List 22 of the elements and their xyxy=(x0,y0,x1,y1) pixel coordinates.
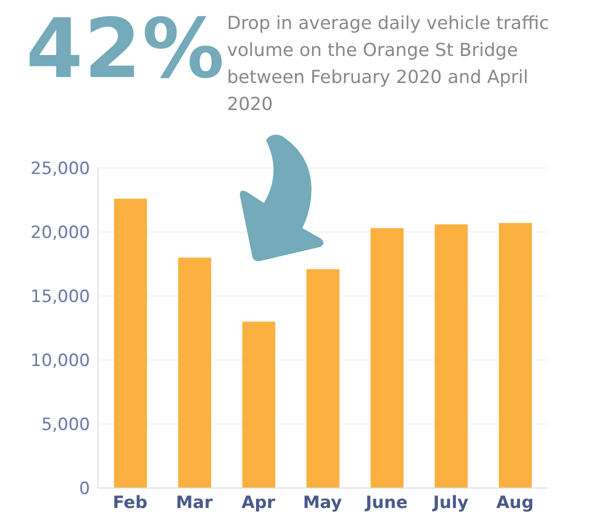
y-tick-label: 5,000 xyxy=(41,415,90,436)
chart-subtitle: Drop in average daily vehicle traffic volume on the Orange St Bridge between February 2020 and April 2020 xyxy=(227,12,550,117)
y-tick-label: 10,000 xyxy=(30,351,90,372)
y-tick-label: 0 xyxy=(79,479,90,500)
x-tick-label: Aug xyxy=(496,493,534,514)
x-tick-label: Feb xyxy=(112,493,148,514)
bar xyxy=(242,322,276,488)
y-tick-label: 15,000 xyxy=(30,287,90,308)
x-tick-label: June xyxy=(364,493,408,514)
x-tick-label: July xyxy=(432,493,468,514)
x-tick-label: May xyxy=(303,493,342,514)
bar xyxy=(178,258,212,488)
chart-title: 42% xyxy=(26,2,226,97)
bar xyxy=(434,224,468,488)
y-tick-label: 25,000 xyxy=(30,159,90,180)
bar xyxy=(370,228,404,488)
y-tick-label: 20,000 xyxy=(30,223,90,244)
bar xyxy=(498,223,532,488)
x-tick-label: Apr xyxy=(242,493,276,514)
x-tick-label: Mar xyxy=(176,493,214,514)
bar xyxy=(114,198,147,488)
bar xyxy=(306,269,340,488)
